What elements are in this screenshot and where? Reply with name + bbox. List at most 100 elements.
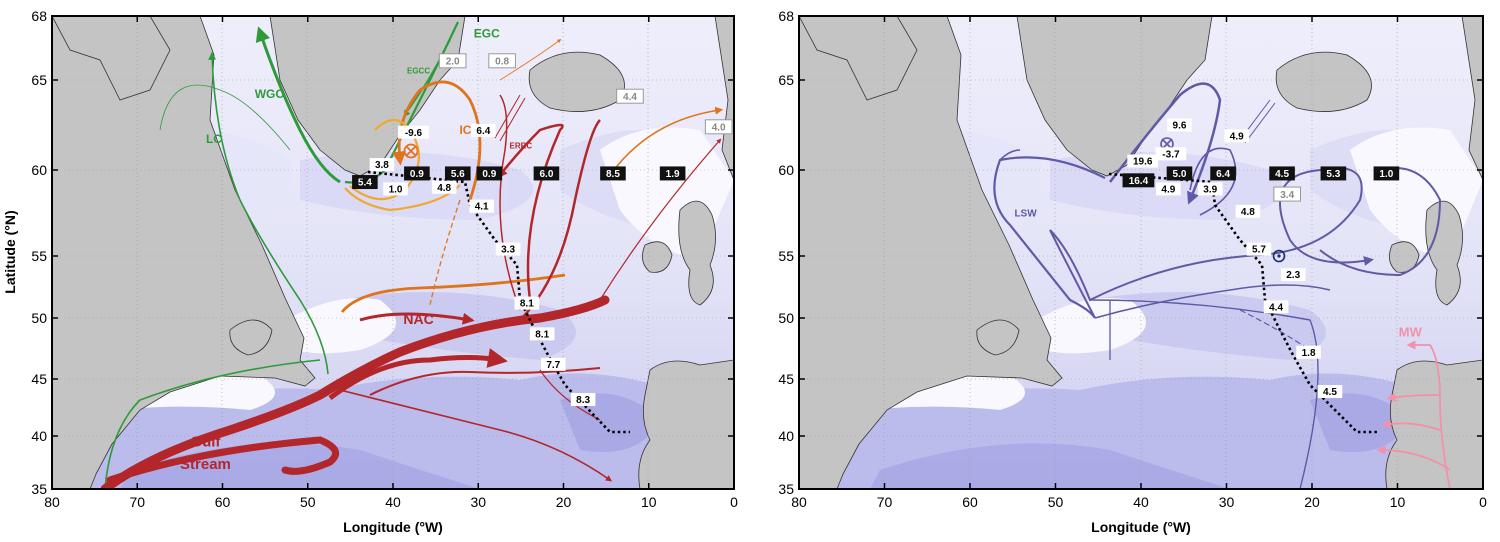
value-box <box>514 296 540 310</box>
left-xlabel: Longitude (°W) <box>343 519 443 535</box>
transport-value: 16.4 <box>1129 176 1149 187</box>
value-box <box>1235 204 1261 218</box>
ylabel: Latitude (°N) <box>2 210 18 293</box>
x-tick-label: 10 <box>1390 494 1406 510</box>
transport-value: 0.9 <box>410 169 424 180</box>
x-tick-label: 20 <box>556 494 572 510</box>
transport-value: 6.0 <box>539 169 553 180</box>
y-tick-label: 65 <box>31 72 47 88</box>
lsw-currents <box>993 82 1442 489</box>
left-map-area: LC WGC EGCC EGC IC ERRC NAC Gulf Stream 3.85.4 1.… <box>52 16 734 489</box>
value-box <box>570 393 596 407</box>
current-label: EGC <box>474 26 500 40</box>
transport-values: 19.6 16.4 4.9 5.0 6.4 3.9 4.8 4.5 5.3 1.0 5.7 2.3 4.… <box>1122 118 1400 399</box>
y-tick-label: 60 <box>778 162 794 178</box>
current-label: NAC <box>403 311 433 327</box>
y-tick-label: 35 <box>31 481 47 497</box>
gray-value-box <box>616 88 644 104</box>
value-box <box>1210 166 1236 181</box>
x-tick-label: 10 <box>641 494 657 510</box>
transport-value: 3.8 <box>375 160 389 171</box>
x-tick-label: 0 <box>1479 494 1487 510</box>
y-tick-label: 60 <box>31 162 47 178</box>
current-label: EGCC <box>407 67 430 76</box>
value-box <box>1269 166 1295 181</box>
y-tick-label: 40 <box>31 428 47 444</box>
transport-value: 8.3 <box>576 395 590 406</box>
transport-value: 3.9 <box>1203 185 1217 196</box>
value-box <box>1197 182 1223 196</box>
transport-value: 3.3 <box>501 245 515 256</box>
transport-value: 5.3 <box>1326 169 1340 180</box>
transport-value: 2.3 <box>1286 270 1300 281</box>
transport-value: 0.9 <box>482 169 496 180</box>
y-tick-label: 50 <box>31 310 47 326</box>
current-label: LSW <box>1014 208 1037 219</box>
current-label: Gulf <box>190 434 221 451</box>
transport-value: 5.7 <box>1252 245 1266 256</box>
gray-transport-value: 4.0 <box>712 123 726 134</box>
value-box <box>398 125 429 139</box>
y-tick-label: 50 <box>778 310 794 326</box>
transport-value: 6.4 <box>1216 169 1230 180</box>
current-label: MW <box>1399 324 1423 339</box>
grid <box>52 16 734 489</box>
y-tick-label: 45 <box>31 371 47 387</box>
x-tick-label: 80 <box>44 494 60 510</box>
value-box <box>444 166 471 181</box>
transport-arrow-icon <box>494 94 526 142</box>
transport-value: 1.8 <box>1302 348 1316 359</box>
value-box <box>1246 242 1272 256</box>
transport-value: 1.0 <box>389 185 403 196</box>
y-tick-label: 65 <box>778 72 794 88</box>
red-currents <box>100 94 722 489</box>
current-label: WGC <box>255 87 285 101</box>
value-box <box>431 180 457 194</box>
current-labels: LSW MW <box>1014 208 1422 339</box>
gray-transport-value: 0.8 <box>495 57 509 68</box>
transport-value: 5.4 <box>358 178 372 189</box>
x-tick-label: 40 <box>385 494 401 510</box>
transport-value: -3.7 <box>1162 149 1180 160</box>
y-tick-label: 68 <box>31 8 47 24</box>
value-box <box>369 158 395 172</box>
value-box <box>540 357 566 371</box>
value-box <box>1317 385 1343 399</box>
x-tick-label: 30 <box>1219 494 1235 510</box>
value-box <box>476 166 503 181</box>
transport-value: 4.8 <box>1241 207 1255 218</box>
transport-value: -9.6 <box>405 128 423 139</box>
y-tick-label: 55 <box>778 248 794 264</box>
transport-value: 5.0 <box>1173 169 1187 180</box>
current-labels: LC WGC EGCC EGC IC ERRC NAC Gulf Stream <box>180 26 532 473</box>
transport-value: 1.9 <box>666 169 680 180</box>
x-tick-label: 50 <box>1048 494 1064 510</box>
current-label: IC <box>459 123 471 137</box>
transport-value: 7.7 <box>546 360 560 371</box>
value-box <box>352 175 378 190</box>
value-box <box>383 182 408 196</box>
right-xlabel: Longitude (°W) <box>1091 519 1191 535</box>
transport-value: 4.9 <box>1161 185 1175 196</box>
value-box <box>600 166 626 181</box>
y-tick-label: 40 <box>778 428 794 444</box>
y-tick-label: 55 <box>31 248 47 264</box>
gray-value-box <box>1273 186 1302 202</box>
transport-value: 9.6 <box>1173 121 1187 132</box>
gray-transport-value: 2.0 <box>446 57 460 68</box>
transport-value: 6.4 <box>476 126 490 137</box>
transport-value: 8.5 <box>606 169 620 180</box>
transport-value: 4.9 <box>1230 131 1244 142</box>
transport-value: 4.8 <box>437 183 451 194</box>
gray-transport-value: 3.4 <box>1280 190 1294 201</box>
value-box <box>1296 345 1321 359</box>
right-map-panel: LSW MW 19.6 16.4 4.9 5.0 6.4 3.9 4.8 4.5 5.3 1.0 5.… <box>778 8 1487 535</box>
right-map-area: LSW MW 19.6 16.4 4.9 5.0 6.4 3.9 4.8 4.5 5.3 1.0 5.… <box>799 16 1483 489</box>
value-box <box>1155 147 1187 161</box>
current-label: LC <box>206 132 222 146</box>
transport-value: 1.0 <box>1379 169 1393 180</box>
value-box <box>1167 118 1192 132</box>
grid <box>799 16 1483 489</box>
x-tick-label: 80 <box>791 494 807 510</box>
transport-value: 4.5 <box>1275 169 1289 180</box>
